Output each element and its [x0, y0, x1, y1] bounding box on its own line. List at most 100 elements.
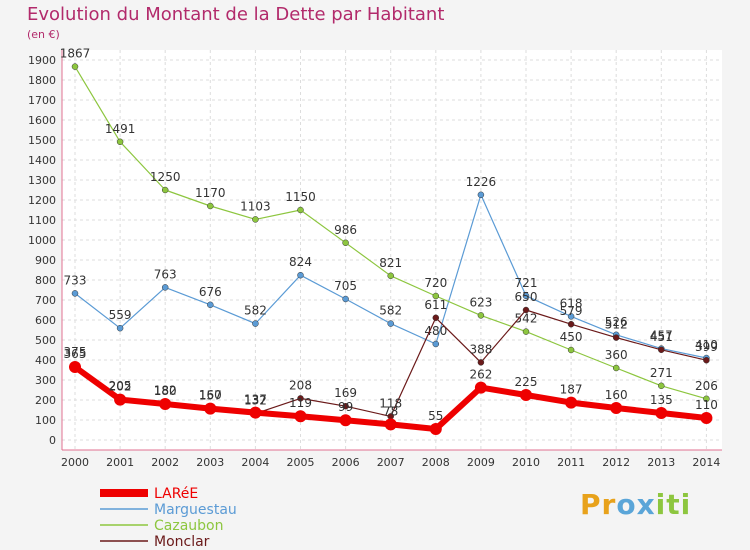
data-label: 99	[338, 400, 353, 414]
x-tick-label: 2014	[692, 456, 720, 469]
x-tick-label: 2004	[241, 456, 269, 469]
x-tick-label: 2007	[377, 456, 405, 469]
data-label: 271	[650, 366, 673, 380]
data-point	[655, 407, 668, 419]
x-tick-label: 2003	[196, 456, 224, 469]
data-point	[207, 202, 214, 210]
data-label: 399	[695, 340, 718, 354]
unit-label: (en €)	[27, 28, 60, 41]
y-tick-label: 1000	[28, 234, 56, 247]
data-label: 579	[560, 304, 583, 318]
data-label: 157	[199, 389, 222, 403]
data-point	[658, 346, 665, 354]
data-point	[252, 320, 259, 327]
data-point	[252, 216, 259, 223]
data-label: 705	[334, 279, 357, 293]
data-label: 618	[560, 296, 583, 310]
data-point	[294, 410, 307, 423]
data-point	[161, 186, 169, 194]
data-point	[474, 381, 487, 394]
data-label: 611	[424, 298, 447, 312]
data-label: 55	[428, 409, 443, 423]
data-label: 360	[605, 348, 628, 362]
data-label: 763	[154, 267, 177, 281]
data-point	[703, 356, 710, 364]
data-label: 187	[560, 383, 583, 397]
data-point	[297, 206, 304, 214]
data-label: 208	[289, 378, 312, 392]
data-label: 1867	[60, 47, 91, 61]
data-point	[342, 402, 349, 410]
y-tick-label: 700	[35, 294, 56, 307]
data-label: 365	[64, 347, 87, 361]
y-tick-label: 600	[35, 314, 56, 327]
data-label: 119	[289, 396, 312, 410]
data-label: 180	[154, 384, 177, 398]
data-label: 650	[515, 290, 538, 304]
x-tick-label: 2001	[106, 456, 134, 469]
y-tick-label: 900	[35, 254, 56, 267]
y-tick-label: 1500	[28, 134, 56, 147]
data-point	[297, 271, 304, 279]
data-point	[297, 395, 304, 402]
y-tick-label: 300	[35, 374, 56, 387]
data-label: 118	[379, 396, 402, 410]
data-label: 388	[469, 342, 492, 356]
data-point	[522, 328, 530, 335]
data-label: 132	[244, 394, 267, 408]
data-point	[114, 393, 127, 406]
x-tick-label: 2010	[512, 456, 540, 469]
y-tick-label: 1300	[28, 174, 56, 187]
data-label: 582	[379, 304, 402, 318]
data-point	[342, 295, 349, 303]
x-tick-label: 2012	[602, 456, 630, 469]
data-point	[387, 320, 394, 327]
data-label: 135	[650, 393, 673, 407]
data-label: 821	[379, 256, 402, 270]
data-label: 582	[244, 304, 267, 318]
data-point	[387, 272, 394, 280]
data-point	[116, 324, 124, 332]
y-tick-label: 1900	[28, 54, 56, 67]
data-label: 721	[515, 276, 538, 290]
data-label: 160	[199, 388, 222, 402]
y-tick-label: 1800	[28, 74, 56, 87]
data-point	[477, 359, 485, 366]
data-point	[703, 395, 710, 403]
data-point	[432, 292, 440, 300]
data-label: 457	[650, 329, 673, 343]
data-label: 480	[424, 324, 447, 338]
chart-title: Evolution du Montant de la Dette par Hab…	[27, 4, 445, 25]
data-label: 78	[383, 404, 398, 418]
y-tick-label: 100	[35, 414, 56, 427]
data-label: 410	[695, 338, 718, 352]
data-point	[161, 284, 169, 291]
data-label: 542	[515, 312, 538, 326]
y-tick-label: 1100	[28, 214, 56, 227]
y-tick-label: 1400	[28, 154, 56, 167]
x-tick-label: 2006	[332, 456, 360, 469]
data-label: 1170	[195, 186, 226, 200]
data-point	[69, 361, 81, 373]
data-point	[207, 301, 214, 309]
data-label: 512	[605, 318, 628, 332]
data-point	[567, 346, 575, 354]
legend-label: Cazaubon	[154, 518, 223, 534]
data-label: 526	[605, 315, 628, 329]
data-point	[477, 191, 485, 199]
data-point	[658, 382, 665, 390]
data-label: 1150	[285, 190, 316, 204]
data-point	[71, 290, 79, 297]
data-label: 137	[244, 393, 267, 407]
data-label: 1250	[150, 170, 181, 184]
x-tick-label: 2013	[647, 456, 675, 469]
data-label: 451	[650, 330, 673, 344]
data-point	[567, 313, 575, 320]
data-label: 225	[515, 375, 538, 389]
data-label: 202	[109, 380, 132, 394]
data-point	[612, 364, 620, 372]
legend-label: LARéE	[154, 486, 198, 502]
data-point	[432, 340, 440, 348]
